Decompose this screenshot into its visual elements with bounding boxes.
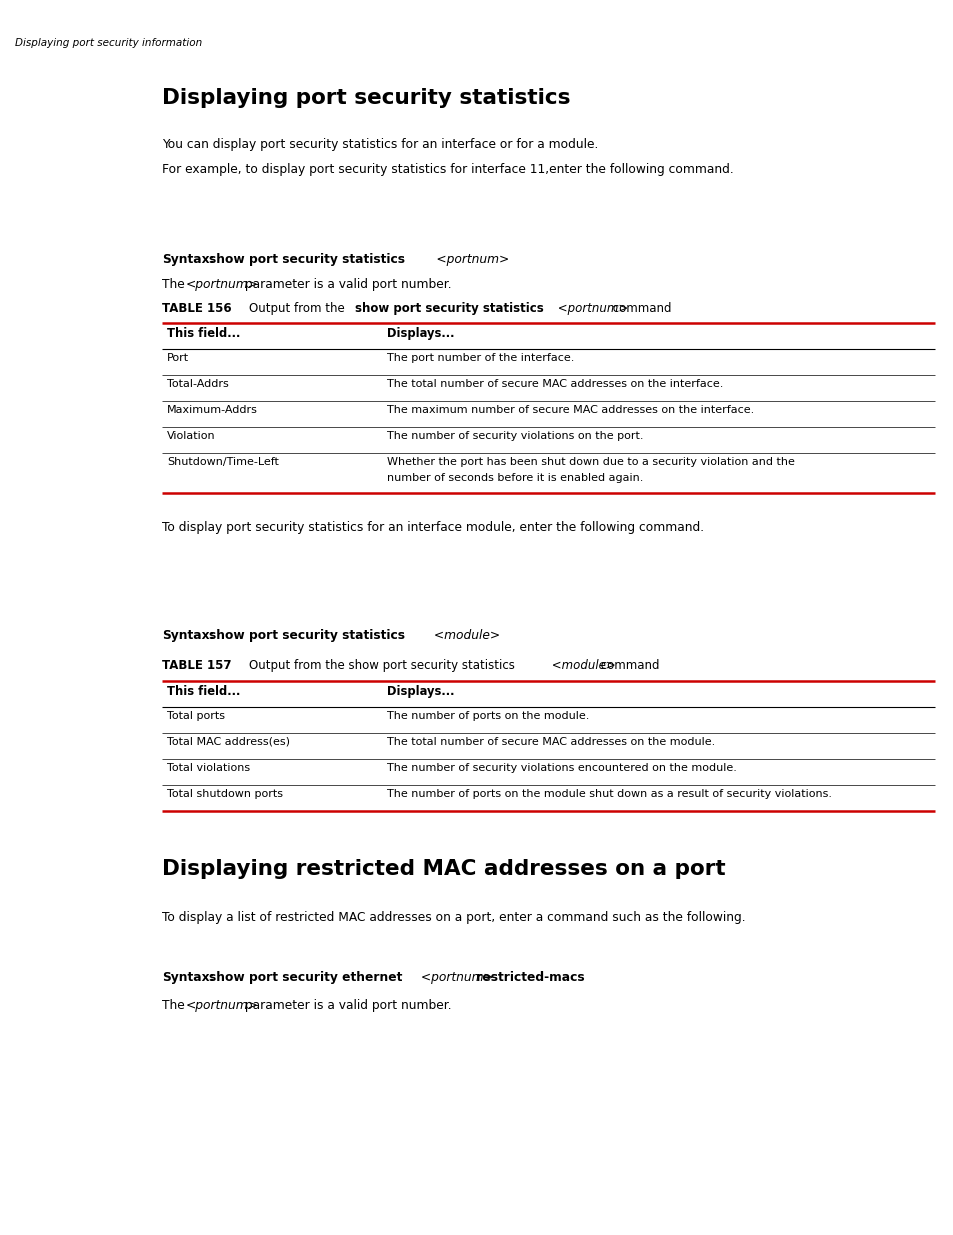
Text: You can display port security statistics for an interface or for a module.: You can display port security statistics…: [162, 138, 598, 151]
Text: Shutdown/Time-Left: Shutdown/Time-Left: [167, 457, 278, 467]
Text: Displaying port security information: Displaying port security information: [15, 38, 202, 48]
Text: <portnum>: <portnum>: [554, 303, 628, 315]
Text: Total violations: Total violations: [167, 763, 250, 773]
Text: To display port security statistics for an interface module, enter the following: To display port security statistics for …: [162, 521, 703, 534]
Text: Maximum-Addrs: Maximum-Addrs: [167, 405, 257, 415]
Text: show port security statistics: show port security statistics: [209, 253, 405, 266]
Text: Violation: Violation: [167, 431, 215, 441]
Text: parameter is a valid port number.: parameter is a valid port number.: [241, 278, 451, 291]
Text: Displaying port security statistics: Displaying port security statistics: [162, 88, 570, 107]
Text: The port number of the interface.: The port number of the interface.: [387, 353, 574, 363]
Text: The number of ports on the module.: The number of ports on the module.: [387, 711, 589, 721]
Text: Syntax:: Syntax:: [162, 253, 214, 266]
Text: Displays...: Displays...: [387, 327, 455, 340]
Text: The number of security violations on the port.: The number of security violations on the…: [387, 431, 643, 441]
Text: The maximum number of secure MAC addresses on the interface.: The maximum number of secure MAC address…: [387, 405, 754, 415]
Text: Port: Port: [167, 353, 189, 363]
Text: The total number of secure MAC addresses on the module.: The total number of secure MAC addresses…: [387, 737, 715, 747]
Text: Total MAC address(es): Total MAC address(es): [167, 737, 290, 747]
Text: show port security ethernet: show port security ethernet: [209, 971, 402, 984]
Text: Syntax:: Syntax:: [162, 971, 214, 984]
Text: <portnum>: <portnum>: [416, 971, 494, 984]
Text: <portnum>: <portnum>: [186, 999, 258, 1011]
Text: The number of security violations encountered on the module.: The number of security violations encoun…: [387, 763, 737, 773]
Text: This field...: This field...: [167, 685, 240, 698]
Text: show port security statistics: show port security statistics: [355, 303, 543, 315]
Text: parameter is a valid port number.: parameter is a valid port number.: [241, 999, 451, 1011]
Text: Whether the port has been shut down due to a security violation and the: Whether the port has been shut down due …: [387, 457, 795, 467]
Text: TABLE 156: TABLE 156: [162, 303, 232, 315]
Text: <module>: <module>: [430, 629, 499, 642]
Text: This field...: This field...: [167, 327, 240, 340]
Text: The: The: [162, 278, 189, 291]
Text: TABLE 157: TABLE 157: [162, 659, 232, 672]
Text: Displaying restricted MAC addresses on a port: Displaying restricted MAC addresses on a…: [162, 860, 725, 879]
Text: Total shutdown ports: Total shutdown ports: [167, 789, 283, 799]
Text: <portnum>: <portnum>: [430, 253, 509, 266]
Text: Displays...: Displays...: [387, 685, 455, 698]
Text: The total number of secure MAC addresses on the interface.: The total number of secure MAC addresses…: [387, 379, 723, 389]
Text: For example, to display port security statistics for interface 11,enter the foll: For example, to display port security st…: [162, 163, 733, 177]
Text: command: command: [608, 303, 671, 315]
Text: <module>: <module>: [547, 659, 615, 672]
Text: To display a list of restricted MAC addresses on a port, enter a command such as: To display a list of restricted MAC addr…: [162, 911, 745, 924]
Text: Total-Addrs: Total-Addrs: [167, 379, 229, 389]
Text: show port security statistics: show port security statistics: [209, 629, 405, 642]
Text: restricted-macs: restricted-macs: [472, 971, 584, 984]
Text: number of seconds before it is enabled again.: number of seconds before it is enabled a…: [387, 473, 643, 483]
Text: command: command: [597, 659, 659, 672]
Text: The number of ports on the module shut down as a result of security violations.: The number of ports on the module shut d…: [387, 789, 831, 799]
Text: Output from the: Output from the: [233, 303, 348, 315]
Text: The: The: [162, 999, 189, 1011]
Text: Total ports: Total ports: [167, 711, 225, 721]
Text: Syntax:: Syntax:: [162, 629, 214, 642]
Text: Output from the show port security statistics: Output from the show port security stati…: [233, 659, 515, 672]
Text: <portnum>: <portnum>: [186, 278, 258, 291]
